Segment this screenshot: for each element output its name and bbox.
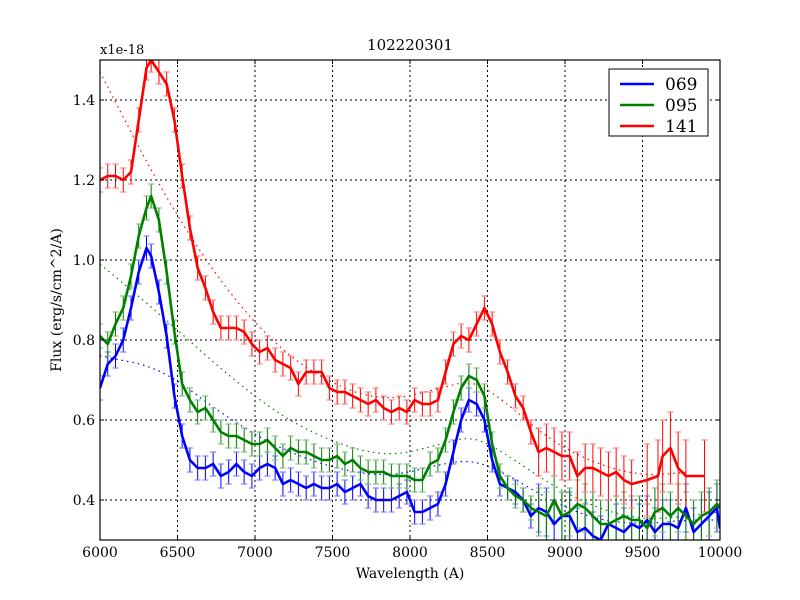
x-tick-label: 6000 (82, 545, 118, 561)
fit-curve-141 (100, 71, 690, 476)
chart-title: 102220301 (367, 36, 453, 54)
fit-curves (100, 71, 720, 524)
y-axis-ticks: 0.4 0.6 0.8 1.0 1.2 1.4 (73, 93, 720, 509)
x-tick-label: 9500 (625, 545, 661, 561)
y-tick-label: 1.4 (73, 93, 95, 109)
y-tick-label: 1.0 (73, 253, 95, 269)
y-tick-label: 0.6 (73, 413, 95, 429)
legend-label: 095 (665, 96, 697, 116)
x-axis-label: Wavelength (A) (356, 566, 465, 582)
x-tick-label: 10000 (698, 545, 743, 561)
series-line-141 (100, 60, 705, 486)
y-tick-label: 0.4 (73, 493, 95, 509)
y-tick-label: 1.2 (73, 173, 95, 189)
fit-curve-069 (100, 355, 720, 524)
y-axis-label: Flux (erg/s/cm^2/A) (49, 228, 65, 372)
series-line-069 (100, 246, 720, 540)
legend-label: 069 (665, 75, 697, 95)
y-tick-label: 0.8 (73, 333, 95, 349)
x-tick-label: 7500 (315, 545, 351, 561)
x-tick-label: 9000 (547, 545, 583, 561)
data-lines (100, 60, 720, 540)
x-tick-label: 8000 (392, 545, 428, 561)
x-tick-label: 7000 (237, 545, 273, 561)
series-line-095 (100, 194, 720, 530)
legend-label: 141 (665, 117, 697, 137)
y-offset-label: x1e-18 (100, 43, 144, 58)
x-tick-label: 6500 (160, 545, 196, 561)
x-tick-label: 8500 (470, 545, 506, 561)
x-axis-ticks: 6000 6500 7000 7500 8000 8500 9000 9500 10000 (82, 60, 742, 561)
